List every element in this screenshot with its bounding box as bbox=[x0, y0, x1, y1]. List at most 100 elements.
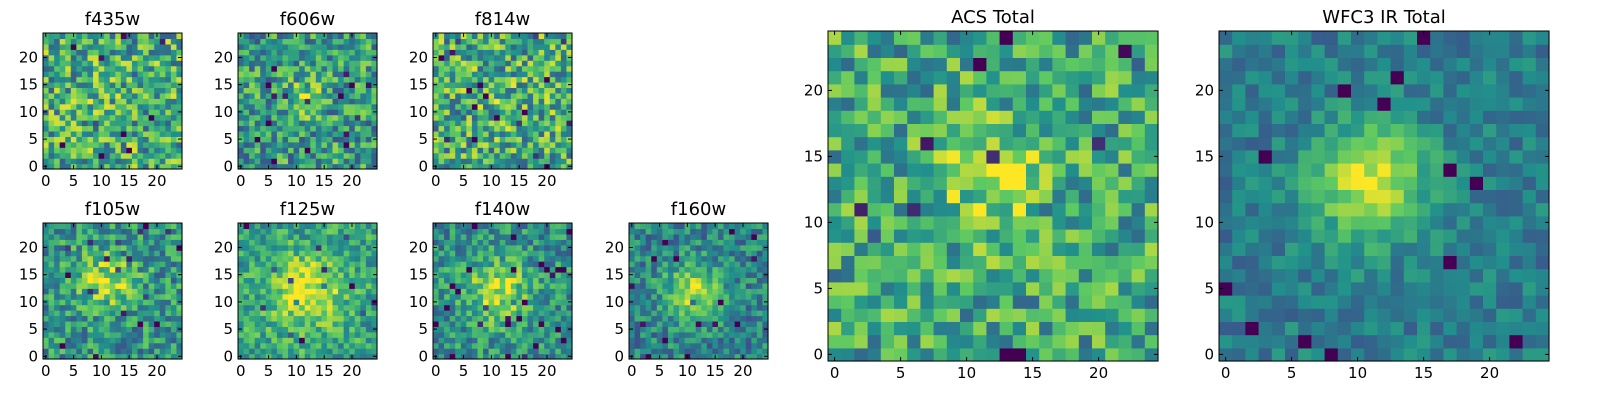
heatmap-cell bbox=[76, 353, 83, 360]
heatmap-cell bbox=[65, 87, 72, 94]
heatmap-cell bbox=[170, 331, 178, 338]
heatmap-cell bbox=[673, 331, 680, 338]
heatmap-cell bbox=[444, 109, 451, 116]
heatmap-cell bbox=[48, 304, 55, 311]
heatmap-cell bbox=[973, 281, 987, 296]
heatmap-cell bbox=[360, 315, 367, 322]
heatmap-cell bbox=[505, 271, 512, 278]
heatmap-cell bbox=[483, 141, 490, 148]
heatmap-cell bbox=[293, 65, 300, 72]
heatmap-cell bbox=[332, 38, 339, 45]
heatmap-cell bbox=[271, 43, 278, 50]
heatmap-cell bbox=[365, 320, 373, 327]
heatmap-cell bbox=[527, 310, 534, 317]
heatmap-cell bbox=[1105, 295, 1119, 309]
heatmap-cell bbox=[98, 293, 105, 300]
heatmap-cell bbox=[629, 277, 636, 284]
heatmap-cell bbox=[249, 239, 256, 246]
heatmap-cell bbox=[679, 293, 686, 300]
heatmap-cell bbox=[109, 60, 116, 67]
heatmap-cell bbox=[65, 299, 72, 306]
heatmap-cell bbox=[483, 261, 490, 268]
heatmap-cell bbox=[516, 109, 523, 116]
heatmap-cell bbox=[131, 288, 139, 295]
heatmap-cell bbox=[544, 337, 551, 344]
heatmap-cell bbox=[1118, 202, 1133, 217]
heatmap-cell bbox=[76, 141, 83, 148]
heatmap-cell bbox=[907, 149, 921, 164]
heatmap-cell bbox=[120, 310, 127, 317]
heatmap-cells bbox=[43, 33, 183, 170]
heatmap-cell bbox=[137, 114, 144, 121]
heatmap-cell bbox=[338, 65, 345, 72]
heatmap-cell bbox=[1039, 242, 1053, 256]
heatmap-cell bbox=[54, 163, 61, 170]
heatmap-cell bbox=[527, 337, 534, 344]
heatmap-cell bbox=[762, 255, 769, 262]
heatmap-cell bbox=[87, 98, 94, 105]
heatmap-cell bbox=[137, 49, 144, 56]
heatmap-cell bbox=[249, 299, 256, 306]
heatmap-cell bbox=[165, 43, 172, 50]
heatmap-cell bbox=[499, 114, 506, 121]
heatmap-cell bbox=[867, 347, 882, 362]
heatmap-cell bbox=[701, 304, 708, 311]
heatmap-cell bbox=[521, 109, 529, 116]
heatmap-cell bbox=[154, 114, 161, 121]
heatmap-cell bbox=[126, 65, 133, 72]
heatmap-cell bbox=[148, 293, 155, 300]
heatmap-cell bbox=[148, 288, 155, 295]
heatmap-cell bbox=[560, 130, 568, 137]
heatmap-cell bbox=[332, 76, 339, 83]
heatmap-cell bbox=[986, 163, 1001, 177]
heatmap-cell bbox=[510, 299, 517, 306]
heatmap-cell bbox=[109, 348, 116, 355]
heatmap-cell bbox=[165, 342, 172, 349]
heatmap-cell bbox=[165, 299, 172, 306]
heatmap-cell bbox=[634, 255, 641, 262]
heatmap-cell bbox=[455, 239, 462, 246]
heatmap-cell bbox=[131, 255, 139, 262]
heatmap-cell bbox=[466, 342, 473, 349]
y-tick-label: 15 bbox=[409, 266, 428, 284]
heatmap-cell bbox=[667, 277, 675, 284]
heatmap-cells bbox=[238, 223, 378, 360]
heatmap-cell bbox=[549, 320, 556, 327]
heatmap-cell bbox=[920, 281, 935, 296]
heatmap-cell bbox=[293, 49, 300, 56]
heatmap-cell bbox=[70, 282, 77, 289]
heatmap-cell bbox=[87, 163, 94, 170]
heatmap-cell bbox=[477, 76, 484, 83]
heatmap-cell bbox=[65, 228, 72, 235]
heatmap-cell bbox=[81, 103, 89, 110]
heatmap-cell bbox=[560, 353, 568, 360]
heatmap-cell bbox=[354, 109, 361, 116]
heatmap-cell bbox=[148, 60, 155, 67]
heatmap-cell bbox=[471, 310, 479, 317]
heatmap-cell bbox=[505, 299, 512, 306]
heatmap-cell bbox=[1078, 308, 1093, 322]
heatmap-cell bbox=[634, 266, 641, 273]
heatmap-cell bbox=[165, 163, 172, 170]
heatmap-cell bbox=[81, 342, 89, 349]
heatmap-cell bbox=[315, 326, 322, 333]
x-tick-label: 0 bbox=[431, 362, 441, 380]
heatmap-cell bbox=[170, 261, 178, 268]
heatmap-cell bbox=[560, 92, 568, 99]
heatmap-cell bbox=[371, 293, 378, 300]
heatmap-cell bbox=[483, 310, 490, 317]
heatmap-cell bbox=[165, 331, 172, 338]
heatmap-cell bbox=[81, 81, 89, 88]
heatmap-cell bbox=[265, 299, 272, 306]
heatmap-cell bbox=[986, 295, 1001, 309]
heatmap-cell bbox=[444, 250, 451, 257]
heatmap-cell bbox=[734, 353, 741, 360]
heatmap-cell bbox=[505, 43, 512, 50]
heatmap-cell bbox=[1065, 242, 1080, 256]
heatmap-cell bbox=[828, 189, 842, 204]
heatmap-cell bbox=[81, 60, 89, 67]
heatmap-cell bbox=[946, 281, 961, 296]
heatmap-cell bbox=[695, 255, 702, 262]
heatmap-cell bbox=[538, 282, 545, 289]
heatmap-cell bbox=[54, 288, 61, 295]
